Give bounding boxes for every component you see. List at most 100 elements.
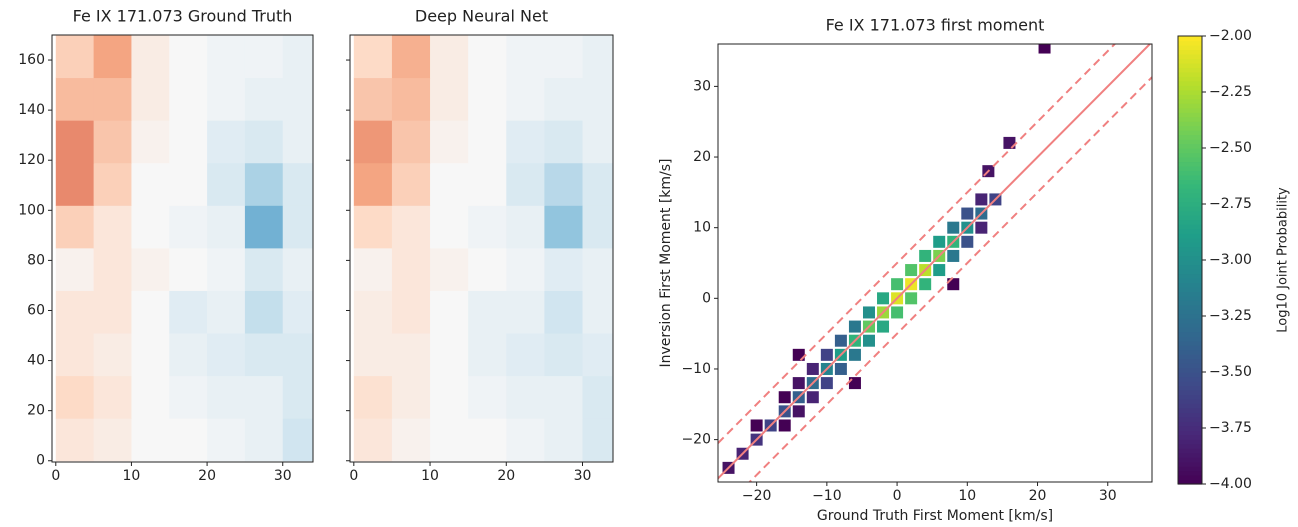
colorbar-swatch	[1178, 372, 1202, 378]
heatmap-cell	[55, 290, 95, 334]
y-tick-label: 10	[693, 220, 711, 236]
colorbar-swatch	[1178, 192, 1202, 198]
colorbar-swatch	[1178, 282, 1202, 288]
heatmap-cell	[169, 162, 208, 206]
colorbar-swatch	[1178, 457, 1202, 463]
heatmap-cell	[93, 77, 132, 121]
heatmap-cell	[391, 77, 431, 121]
hist-cell	[891, 278, 904, 291]
hist-cell	[778, 419, 791, 432]
heatmap-cell	[353, 247, 393, 291]
heatmap-cell	[207, 77, 246, 121]
hist-cell	[792, 405, 805, 418]
colorbar-swatch	[1178, 268, 1202, 275]
hist-cells	[718, 44, 1152, 482]
heatmap-cell	[544, 375, 584, 419]
colorbar-swatch	[1178, 188, 1202, 194]
colorbar-swatch	[1178, 380, 1202, 387]
hist-cell	[834, 362, 847, 375]
heatmap-cell	[131, 418, 170, 462]
heatmap-cell	[582, 120, 613, 164]
heatmap-cell	[93, 120, 132, 164]
hist-cell	[848, 320, 861, 333]
heatmap-cell	[430, 120, 469, 164]
heatmap-cell	[207, 375, 246, 419]
colorbar-swatch	[1178, 313, 1202, 319]
colorbar-swatch	[1178, 44, 1202, 51]
x-tick-label: 0	[51, 468, 60, 484]
heatmap-cell	[353, 162, 393, 206]
heatmap-cell	[582, 290, 613, 334]
heatmap-cell	[169, 290, 208, 334]
colorbar-swatch	[1178, 367, 1202, 373]
colorbar-swatch	[1178, 174, 1202, 180]
heatmap-cell	[244, 35, 284, 79]
heatmap-cell	[468, 375, 507, 419]
heatmap-cell	[544, 205, 584, 249]
heatmap-cell	[131, 162, 170, 206]
colorbar-swatch	[1178, 156, 1202, 163]
y-tick-label: 60	[27, 302, 45, 318]
heatmap-cell	[93, 247, 132, 291]
x-tick-label: 10	[123, 468, 141, 484]
x-tick-label: 10	[421, 468, 439, 484]
colorbar-swatch	[1178, 394, 1202, 400]
hist-cell	[919, 249, 932, 262]
heatmap-cell	[93, 35, 132, 79]
heatmap-cell	[468, 205, 507, 249]
heatmap-cell	[544, 333, 584, 377]
colorbar-swatch	[1178, 403, 1202, 409]
y-tick-label: 30	[693, 78, 711, 94]
heatmap-cell	[544, 35, 584, 79]
heatmap-cell	[544, 247, 584, 291]
colorbar-swatch	[1178, 416, 1202, 422]
heatmap-cell	[391, 162, 431, 206]
heatmap-cell	[282, 35, 313, 79]
heatmap-cell	[391, 247, 431, 291]
heatmap-cell	[353, 120, 393, 164]
heatmap-cell	[131, 290, 170, 334]
colorbar-swatch	[1178, 206, 1202, 212]
hist-cell	[806, 362, 819, 375]
colorbar-swatch	[1178, 300, 1202, 306]
heatmap-cell	[207, 333, 246, 377]
y-tick-label: 20	[27, 403, 45, 419]
colorbar-swatch	[1178, 430, 1202, 436]
heatmap-cell	[468, 418, 507, 462]
hist-cell	[792, 377, 805, 390]
colorbar-swatch	[1178, 264, 1202, 270]
colorbar-swatch	[1178, 197, 1202, 203]
heatmap-cell	[55, 247, 95, 291]
heatmap-cell	[391, 290, 431, 334]
heatmap-cell	[169, 35, 208, 79]
colorbar-swatch	[1178, 98, 1202, 104]
heatmap-cell	[391, 205, 431, 249]
colorbar-swatch	[1178, 255, 1202, 261]
hist-cell	[820, 348, 833, 361]
heatmap-cells	[55, 35, 313, 462]
hist-cell	[806, 391, 819, 404]
colorbar-swatch	[1178, 165, 1202, 171]
heatmap-cell	[55, 333, 95, 377]
y-tick-label: 120	[18, 152, 45, 168]
heatmap-cell	[506, 247, 545, 291]
heatmap-cell	[468, 162, 507, 206]
x-tick-label: 20	[1029, 488, 1047, 504]
heatmap-cell	[506, 162, 545, 206]
colorbar-swatch	[1178, 183, 1202, 189]
heatmap-cell	[430, 290, 469, 334]
heatmap-cell	[506, 35, 545, 79]
colorbar-swatch	[1178, 228, 1202, 234]
hist-cell	[919, 278, 932, 291]
heatmap-cell	[207, 418, 246, 462]
colorbar-swatch	[1178, 219, 1202, 225]
hist-cell	[848, 348, 861, 361]
heatmap-cell	[430, 418, 469, 462]
heatmap-cell	[169, 247, 208, 291]
x-tick-label: 30	[274, 468, 292, 484]
heatmap-cell	[131, 375, 170, 419]
x-tick-label: −20	[742, 488, 772, 504]
heatmap-cell	[169, 375, 208, 419]
colorbar-swatch	[1178, 85, 1202, 91]
heatmap-cell	[93, 418, 132, 462]
